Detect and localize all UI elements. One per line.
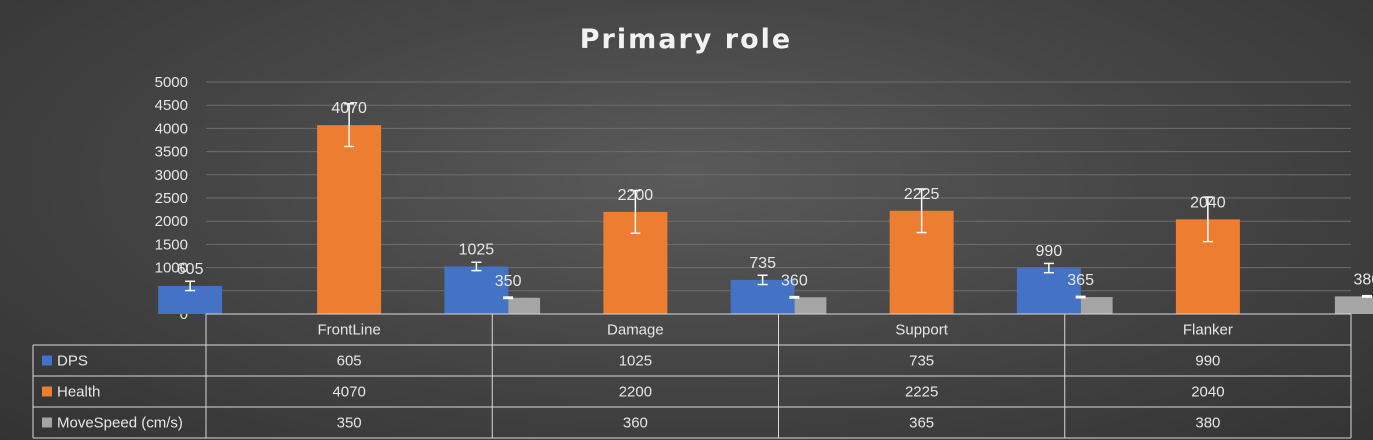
data-label: 4070	[331, 100, 367, 117]
legend-swatch	[42, 355, 52, 366]
gridlines	[206, 81, 1351, 292]
y-tick-label: 4000	[155, 120, 188, 137]
bar	[317, 125, 382, 314]
bar	[730, 279, 795, 314]
y-tick-label: 4500	[155, 97, 188, 114]
data-label: 2200	[618, 187, 654, 204]
table-cell: 990	[1195, 353, 1220, 370]
y-axis-ticks: 0500100015002000250030003500400045005000	[155, 74, 188, 323]
y-tick-label: 1500	[155, 236, 188, 253]
legend-entry: DPS	[57, 353, 88, 370]
y-tick-label: 0	[180, 306, 188, 323]
table-cell: 2200	[619, 384, 652, 401]
table-cell: 365	[909, 415, 934, 432]
data-label: 1025	[459, 241, 495, 258]
y-tick-label: 1000	[155, 260, 188, 277]
error-bar	[344, 103, 355, 148]
chart-title: Primary role	[580, 24, 792, 55]
error-bar	[789, 295, 800, 299]
error-bar	[1075, 295, 1086, 299]
error-bar	[503, 296, 514, 300]
data-label: 380	[1354, 271, 1373, 288]
data-label: 2225	[904, 186, 940, 203]
x-category-label: FrontLine	[317, 322, 380, 339]
data-label: 365	[1067, 272, 1094, 289]
error-bars	[185, 103, 1372, 300]
bars	[158, 125, 1373, 314]
error-bar	[1043, 262, 1054, 274]
error-bar	[471, 261, 482, 272]
error-bar	[1361, 294, 1372, 298]
table-cell: 1025	[619, 353, 652, 370]
table-cell: 735	[909, 353, 934, 370]
data-label: 2040	[1190, 194, 1226, 211]
table-cell: 2225	[905, 384, 938, 401]
y-tick-label: 3500	[155, 144, 188, 161]
table-cell: 360	[623, 415, 648, 432]
error-bar	[630, 189, 641, 235]
table-cell: 605	[337, 353, 362, 370]
legend-swatch	[42, 417, 52, 428]
legend-entry: MoveSpeed (cm/s)	[57, 415, 183, 432]
data-table: FrontLine Damage Support Flanker DPS 605 1025 7…	[32, 313, 1352, 439]
x-category-label: Damage	[607, 322, 664, 339]
x-category-label: Support	[895, 322, 948, 339]
data-label: 735	[749, 255, 776, 272]
data-label: 350	[495, 273, 522, 290]
error-bar	[916, 188, 927, 234]
x-category-label: Flanker	[1183, 322, 1233, 339]
y-tick-label: 5000	[155, 74, 188, 91]
data-label: 605	[177, 261, 204, 278]
data-label: 360	[781, 272, 808, 289]
y-tick-label: 2500	[155, 190, 188, 207]
y-tick-label: 2000	[155, 213, 188, 230]
bar	[444, 266, 509, 314]
table-cell: 4070	[332, 384, 365, 401]
error-bar	[757, 274, 768, 286]
legend-entry: Health	[57, 384, 100, 401]
data-label: 990	[1036, 243, 1063, 260]
table-cell: 380	[1195, 415, 1220, 432]
bar	[1334, 296, 1373, 314]
table-cell: 2040	[1191, 384, 1224, 401]
error-bar	[185, 280, 196, 292]
error-bar	[1202, 196, 1213, 243]
table-cell: 350	[337, 415, 362, 432]
legend-swatch	[42, 386, 52, 397]
y-tick-label: 3000	[155, 167, 188, 184]
bar	[1016, 268, 1081, 314]
